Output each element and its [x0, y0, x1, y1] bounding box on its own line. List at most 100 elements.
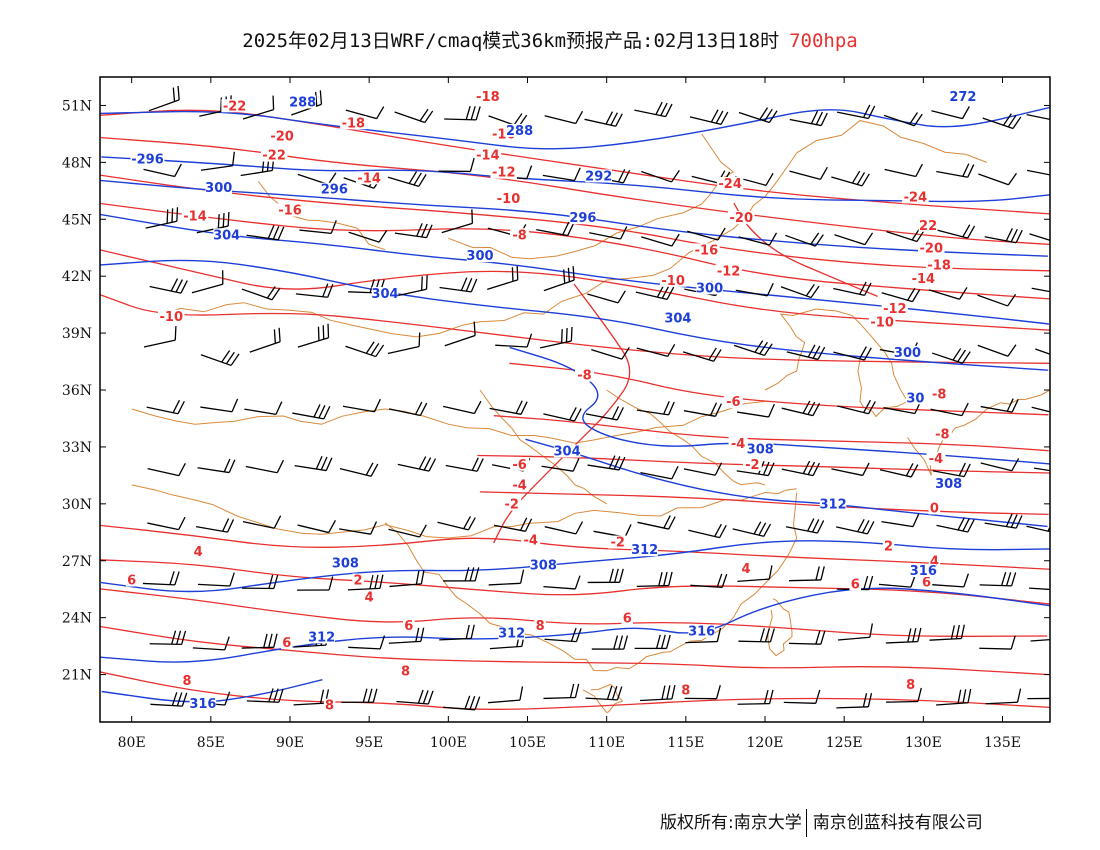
height-label-bg: [289, 95, 316, 109]
temperature-label-bg: [510, 228, 530, 242]
height-label-bg: [949, 89, 977, 103]
wind-barb: [388, 627, 425, 644]
wind-barb: [683, 462, 723, 476]
height-label: 30: [906, 391, 924, 406]
temperature-label: 6: [851, 577, 860, 592]
height-label: 304: [371, 287, 398, 302]
temperature-label-bg: [502, 497, 522, 511]
temperature-isoline: [100, 559, 1050, 605]
wind-barb: [587, 455, 626, 471]
temperature-label-bg: [925, 258, 953, 272]
temperature-isoline: [100, 249, 1050, 331]
wind-barb: [836, 104, 876, 120]
lon-label: 115E: [667, 735, 704, 751]
wind-barb: [443, 567, 480, 582]
wind-barb: [929, 624, 965, 641]
wind-barb: [831, 170, 870, 187]
height-label: 300: [466, 249, 493, 264]
wind-barb: [1026, 113, 1050, 121]
wind-barb: [885, 687, 922, 703]
temperature-label: 4: [930, 555, 939, 570]
temperature-label: 4: [741, 562, 750, 577]
lat-label: 33N: [62, 440, 92, 456]
temperature-label-bg: [928, 554, 941, 568]
temperature-label-bg: [918, 241, 945, 255]
height-label-bg: [213, 228, 240, 242]
wind-barb: [738, 628, 775, 643]
temperature-label-bg: [181, 674, 193, 688]
temperature-label-bg: [659, 273, 687, 287]
wind-barb: [388, 401, 428, 417]
height-label-bg: [631, 543, 658, 557]
wind-barb: [636, 343, 676, 358]
region-boundary: [606, 389, 766, 486]
wind-barb: [980, 398, 1019, 413]
wind-barb: [833, 346, 872, 361]
temperature-isoline: [100, 109, 1050, 215]
wind-barb: [1027, 697, 1050, 700]
wind-barb: [786, 344, 826, 361]
height-isoline: [100, 259, 1049, 371]
wind-barb: [192, 636, 230, 651]
height-label-bg: [664, 311, 692, 325]
wind-barb: [931, 348, 971, 364]
wind-barb: [639, 685, 676, 702]
wind-barb: [980, 458, 1020, 472]
temperature-label-bg: [474, 148, 502, 162]
temperature-label: -20: [270, 130, 294, 145]
temperature-label-bg: [928, 501, 941, 515]
wind-barb: [634, 634, 671, 650]
height-label-bg: [696, 281, 723, 295]
temperature-label-bg: [399, 664, 412, 678]
temperature-label-bg: [575, 368, 594, 382]
wind-barb: [489, 400, 528, 415]
temperature-label: -18: [342, 116, 366, 131]
temperature-isoline: [479, 491, 1049, 516]
height-label: 304: [664, 312, 691, 327]
temperature-label-bg: [181, 209, 209, 223]
lat-label: 51N: [62, 98, 92, 114]
temperature-label: 8: [681, 684, 690, 699]
temperature-label: -4: [512, 479, 526, 494]
temperature-label: -12: [883, 302, 907, 317]
height-label: 272: [949, 90, 976, 105]
temperature-label: 8: [401, 665, 410, 680]
wind-barb: [544, 521, 584, 535]
wind-barb: [690, 573, 728, 589]
wind-barb: [197, 458, 236, 474]
wind-barb: [985, 688, 1022, 705]
wind-barb: [544, 627, 582, 643]
temperature-isoline: [100, 588, 1048, 637]
wind-barb: [196, 212, 230, 234]
temperature-label: -8: [932, 388, 946, 403]
wind-barb: [439, 277, 478, 293]
height-label-bg: [308, 630, 335, 644]
wind-barb: [984, 228, 1023, 244]
wind-barb: [885, 627, 922, 644]
temperature-isoline: [100, 524, 1050, 570]
temperature-label: -20: [920, 242, 944, 257]
lat-label: 42N: [62, 269, 92, 285]
temperature-label-bg: [881, 302, 909, 316]
height-label-bg: [130, 152, 165, 166]
wind-barb: [788, 566, 825, 582]
temperature-label: -14: [476, 149, 500, 164]
title-main: 2025年02月13日WRF/cmaq模式36km预报产品:02月13日18时: [242, 30, 780, 52]
height-isoline: [100, 587, 1050, 663]
wind-barb: [543, 407, 582, 422]
height-label: -296: [131, 152, 164, 167]
wind-barb: [589, 226, 628, 240]
wind-barb: [143, 326, 177, 348]
temperature-isoline: [493, 283, 631, 544]
wind-barb: [544, 110, 584, 125]
height-label: 288: [289, 95, 316, 110]
temperature-label: -20: [730, 211, 754, 226]
wind-barb: [587, 290, 626, 304]
temperature-label-bg: [910, 271, 937, 285]
region-boundary: [907, 389, 1050, 476]
height-label: 296: [321, 183, 348, 198]
temperature-label: -18: [476, 90, 500, 105]
contour-label-layer: -22-18-20-18-16-22-14-14-12-10-16-14-24-…: [125, 89, 977, 714]
footer-credits: 版权所有:南京大学 南京创蓝科技有限公司: [660, 808, 983, 837]
temperature-label-bg: [192, 545, 204, 559]
